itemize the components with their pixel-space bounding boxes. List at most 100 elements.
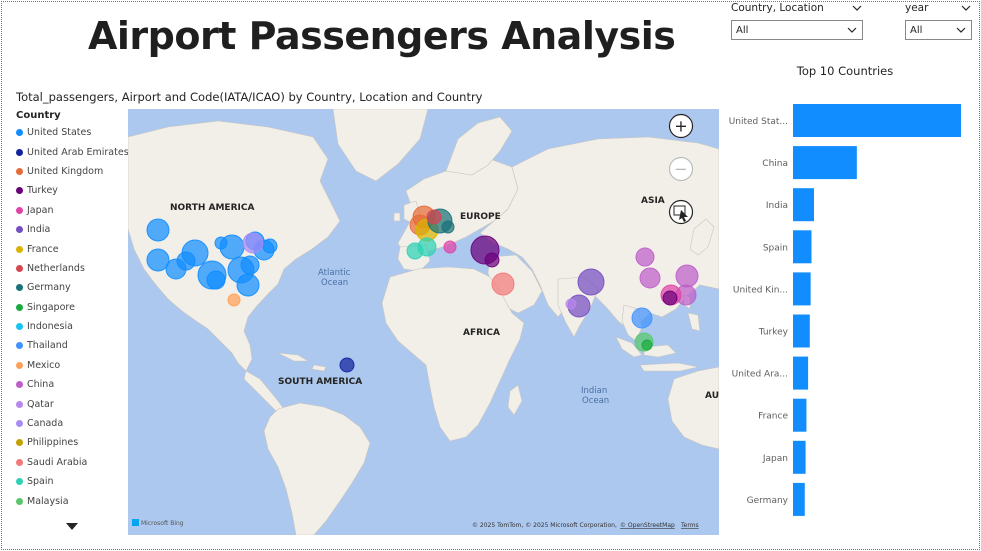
slicer-value: All	[736, 24, 749, 36]
map-bubble[interactable]	[176, 251, 196, 271]
map-bubble[interactable]	[565, 298, 577, 310]
report-title: Airport Passengers Analysis	[88, 14, 676, 58]
legend-item[interactable]: Thailand	[16, 336, 128, 355]
map-bubble[interactable]	[214, 236, 228, 250]
chevron-down-icon[interactable]	[960, 2, 972, 14]
bar[interactable]	[793, 482, 805, 516]
map-bubble[interactable]	[484, 252, 500, 268]
map-bubble[interactable]	[635, 247, 655, 267]
label-aus: AUS	[705, 391, 719, 401]
map-canvas[interactable]: NORTH AMERICA SOUTH AMERICA EUROPE AFRIC…	[128, 109, 719, 535]
legend-item[interactable]: Malaysia	[16, 491, 128, 510]
map-bubble[interactable]	[443, 240, 457, 254]
map-bubble[interactable]	[227, 293, 241, 307]
select-area-button[interactable]	[668, 199, 694, 225]
bar-chart-title: Top 10 Countries	[796, 64, 894, 78]
legend-color-dot	[16, 381, 23, 389]
legend-color-dot	[16, 264, 23, 272]
osm-link[interactable]: © OpenStreetMap	[620, 522, 675, 529]
bar-category-label: Spain	[763, 243, 788, 253]
label-atlantic: Atlantic	[318, 268, 351, 278]
map-bubble[interactable]	[236, 273, 260, 297]
bar[interactable]	[793, 230, 812, 264]
legend-color-dot	[16, 400, 23, 408]
legend-item[interactable]: India	[16, 220, 128, 239]
chevron-down-icon	[956, 27, 966, 33]
legend-color-dot	[16, 458, 23, 466]
legend-item[interactable]: Qatar	[16, 394, 128, 413]
map-bubble[interactable]	[146, 248, 170, 272]
legend-item[interactable]: Canada	[16, 414, 128, 433]
map-bubble[interactable]	[491, 272, 515, 296]
year-dropdown[interactable]: All	[905, 20, 972, 40]
zoom-out-button[interactable]: −	[668, 156, 694, 182]
terms-link[interactable]: Terms	[680, 522, 699, 529]
legend-item[interactable]: Mexico	[16, 356, 128, 375]
map-bubble[interactable]	[675, 264, 699, 288]
zoom-in-icon: +	[674, 117, 687, 136]
bar-category-label: United Stat...	[729, 117, 788, 127]
caribbean-land	[277, 352, 327, 372]
legend-item[interactable]: Germany	[16, 278, 128, 297]
bar[interactable]	[793, 272, 811, 306]
map-bubble[interactable]	[240, 255, 260, 275]
bar-category-label: China	[762, 159, 788, 169]
chevron-down-icon[interactable]	[851, 2, 863, 14]
zoom-in-button[interactable]: +	[668, 113, 694, 139]
map-bubble[interactable]	[577, 268, 605, 296]
legend-item[interactable]: Netherlands	[16, 259, 128, 278]
map-bubble[interactable]	[662, 290, 678, 306]
legend-item[interactable]: France	[16, 239, 128, 258]
bubble-layer[interactable]	[146, 205, 699, 373]
map-bubble[interactable]	[631, 307, 653, 329]
bar[interactable]	[793, 188, 814, 222]
bar[interactable]	[793, 356, 809, 390]
legend-item[interactable]: Saudi Arabia	[16, 453, 128, 472]
legend-color-dot	[16, 323, 23, 331]
legend-item[interactable]: United States	[16, 123, 128, 142]
map-bubble[interactable]	[641, 339, 653, 351]
year-slicer[interactable]: year All	[905, 0, 972, 40]
map-bubble[interactable]	[262, 238, 278, 254]
world-map[interactable]: NORTH AMERICA SOUTH AMERICA EUROPE AFRIC…	[128, 109, 719, 535]
legend-item[interactable]: China	[16, 375, 128, 394]
legend-label: Indonesia	[27, 321, 73, 333]
label-north-america: NORTH AMERICA	[170, 203, 254, 213]
bar[interactable]	[793, 104, 961, 137]
cursor-icon	[679, 210, 688, 222]
bar[interactable]	[793, 314, 810, 348]
legend-item[interactable]: Philippines	[16, 433, 128, 452]
country-location-dropdown[interactable]: All	[731, 20, 863, 40]
legend-item[interactable]: Singapore	[16, 298, 128, 317]
country-location-slicer[interactable]: Country, Location All	[731, 0, 863, 40]
legend-item[interactable]: United Arab Emirates	[16, 142, 129, 161]
bar[interactable]	[793, 398, 807, 432]
map-bubble[interactable]	[339, 357, 355, 373]
legend-item[interactable]: Turkey	[16, 181, 128, 200]
legend-label: Singapore	[27, 301, 75, 313]
land-layer	[128, 109, 719, 535]
label-europe: EUROPE	[460, 212, 501, 222]
map-bubble[interactable]	[639, 267, 661, 289]
legend-label: Netherlands	[27, 262, 85, 274]
top-countries-bar-chart[interactable]: United Stat... China India Spain United Kin.…	[725, 100, 970, 525]
map-bubble[interactable]	[426, 209, 442, 225]
legend-item[interactable]: United Kingdom	[16, 162, 128, 181]
legend-item[interactable]: Indonesia	[16, 317, 128, 336]
map-bubble[interactable]	[441, 220, 455, 234]
legend-color-dot	[16, 284, 23, 292]
legend-item[interactable]: Spain	[16, 472, 128, 491]
legend-item[interactable]: Japan	[16, 201, 128, 220]
map-bubble[interactable]	[242, 232, 264, 254]
select-area-icon	[673, 205, 686, 216]
map-bubble[interactable]	[417, 237, 437, 257]
legend-color-dot	[16, 245, 23, 253]
map-bubble[interactable]	[206, 270, 226, 290]
map-bubble[interactable]	[146, 218, 170, 242]
bing-logo-icon	[132, 519, 139, 526]
legend-color-dot	[16, 361, 23, 369]
bar[interactable]	[793, 146, 857, 180]
legend-scroll-down-icon[interactable]	[66, 523, 78, 531]
bar[interactable]	[793, 440, 806, 474]
legend-label: Turkey	[27, 185, 58, 197]
